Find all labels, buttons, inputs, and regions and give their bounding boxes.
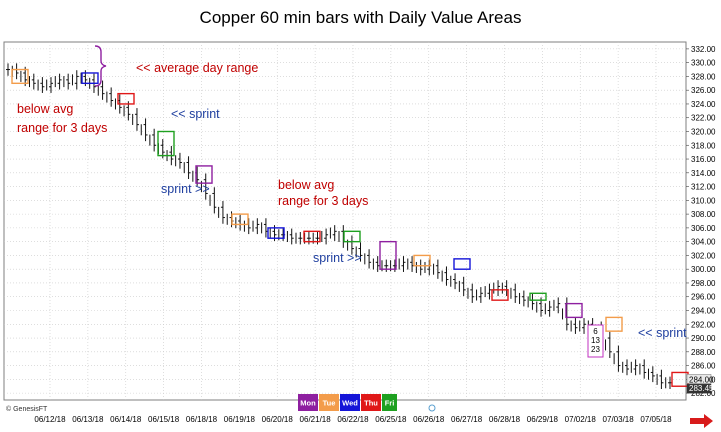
annotation-text: << sprint bbox=[171, 107, 220, 121]
y-tick-label: 320.00 bbox=[691, 128, 716, 137]
y-tick-label: 308.00 bbox=[691, 210, 716, 219]
value-area-box bbox=[413, 254, 431, 267]
x-tick-label: 06/25/18 bbox=[375, 415, 407, 424]
annotation-text: sprint >> bbox=[161, 182, 210, 196]
y-tick-label: 318.00 bbox=[691, 141, 716, 150]
annotation-text: range for 3 days bbox=[17, 121, 107, 135]
value-area-box bbox=[157, 130, 175, 157]
x-tick-label: 06/26/18 bbox=[413, 415, 445, 424]
y-tick-label: 314.00 bbox=[691, 169, 716, 178]
legend-label: Tue bbox=[323, 399, 336, 408]
y-tick-label: 298.00 bbox=[691, 279, 716, 288]
watermark-text: © GenesisFT bbox=[6, 405, 48, 413]
y-tick-label: 306.00 bbox=[691, 224, 716, 233]
legend-swatch bbox=[340, 394, 360, 411]
value-area-box bbox=[195, 165, 213, 184]
value-area-box bbox=[491, 289, 509, 301]
sequence-label: 13 bbox=[591, 336, 600, 345]
x-tick-label: 06/20/18 bbox=[262, 415, 294, 424]
value-area-box bbox=[379, 240, 397, 270]
value-area-box bbox=[453, 258, 471, 270]
legend-label: Fri bbox=[385, 399, 395, 408]
y-tick-label: 286.00 bbox=[691, 362, 716, 371]
x-tick-label: 07/05/18 bbox=[640, 415, 672, 424]
last-price-label: 283.45 bbox=[689, 384, 714, 393]
x-tick-label: 06/18/18 bbox=[186, 415, 218, 424]
y-tick-label: 322.00 bbox=[691, 114, 716, 123]
x-tick-label: 06/19/18 bbox=[224, 415, 256, 424]
last-price-box bbox=[686, 383, 712, 394]
value-area-box bbox=[529, 292, 547, 301]
x-tick-label: 06/22/18 bbox=[337, 415, 369, 424]
y-tick-label: 330.00 bbox=[691, 59, 716, 68]
y-tick-label: 288.00 bbox=[691, 348, 716, 357]
y-tick-label: 302.00 bbox=[691, 251, 716, 260]
value-area-box bbox=[81, 72, 99, 85]
sequence-box bbox=[587, 324, 604, 358]
last-price-box bbox=[686, 374, 712, 384]
annotation-text: << sprint bbox=[638, 326, 687, 340]
legend-label: Mon bbox=[300, 399, 316, 408]
x-tick-label: 06/27/18 bbox=[451, 415, 483, 424]
y-tick-label: 332.00 bbox=[691, 45, 716, 54]
legend-swatch bbox=[361, 394, 381, 411]
y-tick-label: 294.00 bbox=[691, 307, 716, 316]
sequence-label: 6 bbox=[593, 327, 598, 336]
last-price-label: 284.00 bbox=[689, 375, 714, 384]
value-area-box bbox=[11, 68, 29, 85]
value-area-box bbox=[303, 230, 321, 243]
x-tick-label: 07/03/18 bbox=[603, 415, 635, 424]
annotation-text: range for 3 days bbox=[278, 194, 368, 208]
y-tick-label: 292.00 bbox=[691, 320, 716, 329]
y-tick-label: 282.00 bbox=[691, 389, 716, 398]
y-tick-label: 316.00 bbox=[691, 155, 716, 164]
zoom-icon bbox=[428, 404, 436, 412]
y-tick-label: 300.00 bbox=[691, 265, 716, 274]
scroll-right-icon bbox=[690, 414, 713, 428]
y-tick-label: 326.00 bbox=[691, 86, 716, 95]
legend-label: Thu bbox=[364, 399, 378, 408]
value-area-box bbox=[605, 316, 623, 332]
chart-title: Copper 60 min bars with Daily Value Area… bbox=[199, 8, 522, 27]
value-area-box bbox=[231, 213, 249, 226]
legend-swatch bbox=[298, 394, 318, 411]
value-area-box bbox=[117, 92, 135, 105]
annotation-text: below avg bbox=[278, 178, 334, 192]
plot-area bbox=[3, 41, 687, 401]
y-tick-label: 310.00 bbox=[691, 196, 716, 205]
y-tick-label: 324.00 bbox=[691, 100, 716, 109]
x-tick-label: 06/12/18 bbox=[34, 415, 66, 424]
y-tick-label: 290.00 bbox=[691, 334, 716, 343]
value-area-box bbox=[343, 230, 361, 243]
x-tick-label: 06/29/18 bbox=[527, 415, 559, 424]
x-tick-label: 06/15/18 bbox=[148, 415, 180, 424]
x-tick-label: 06/21/18 bbox=[300, 415, 332, 424]
sequence-label: 23 bbox=[591, 345, 600, 354]
annotation-text: sprint >> bbox=[313, 251, 362, 265]
legend-swatch bbox=[319, 394, 339, 411]
range-brace bbox=[94, 45, 107, 87]
y-tick-label: 312.00 bbox=[691, 183, 716, 192]
legend-swatch bbox=[382, 394, 397, 411]
value-area-box bbox=[565, 302, 583, 319]
annotation-text: below avg bbox=[17, 102, 73, 116]
y-tick-label: 304.00 bbox=[691, 238, 716, 247]
x-tick-label: 06/14/18 bbox=[110, 415, 142, 424]
y-tick-label: 328.00 bbox=[691, 72, 716, 81]
x-tick-label: 07/02/18 bbox=[565, 415, 597, 424]
y-tick-label: 296.00 bbox=[691, 293, 716, 302]
x-tick-label: 06/28/18 bbox=[489, 415, 521, 424]
value-area-box bbox=[267, 227, 285, 239]
annotation-text: << average day range bbox=[136, 61, 258, 75]
x-tick-label: 06/13/18 bbox=[72, 415, 104, 424]
legend-label: Wed bbox=[342, 399, 358, 408]
